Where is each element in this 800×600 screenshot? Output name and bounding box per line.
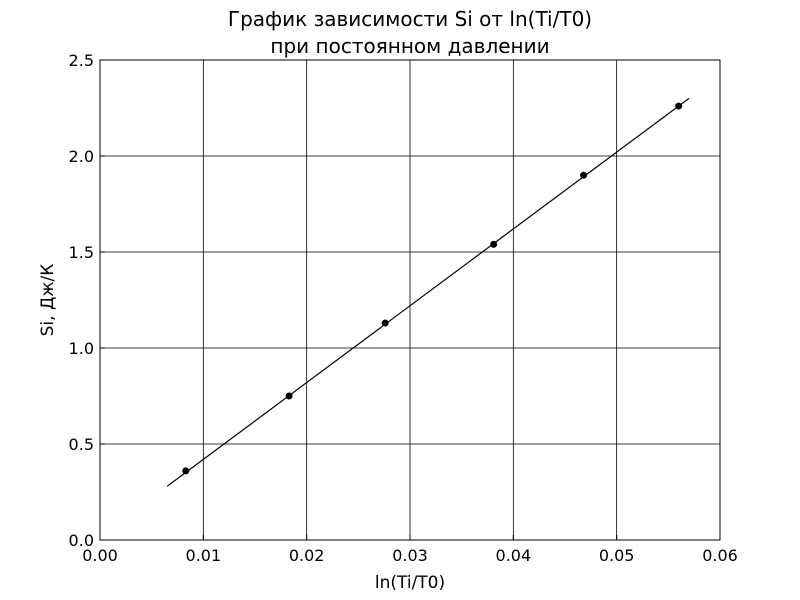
data-point: [285, 392, 293, 400]
x-tick-label: 0.02: [289, 546, 325, 565]
fit-line-layer: [166, 97, 690, 487]
y-axis-ticks: 0.0 0.5 1.0 1.5 2.0 2.5: [69, 51, 105, 550]
grid: [99, 59, 721, 541]
data-points: [182, 102, 683, 475]
y-tick-label: 0.5: [69, 435, 94, 454]
y-axis-label: Si, Дж/К: [38, 264, 58, 337]
chart-title-line-1: График зависимости Si от ln(Ti/T0): [228, 7, 592, 31]
data-point: [381, 319, 389, 327]
data-point: [675, 102, 683, 110]
data-point: [580, 171, 588, 179]
x-tick-label: 0.06: [702, 546, 738, 565]
fit-line: [166, 97, 690, 487]
y-tick-label: 2.5: [69, 51, 94, 70]
y-tick-label: 2.0: [69, 147, 94, 166]
x-tick-label: 0.00: [82, 546, 118, 565]
x-tick-label: 0.03: [392, 546, 428, 565]
x-axis-label: ln(Ti/T0): [375, 573, 445, 593]
x-axis-ticks: 0.00 0.01 0.02 0.03 0.04 0.05 0.06: [82, 535, 738, 565]
y-tick-label: 0.0: [69, 531, 94, 550]
data-point: [490, 240, 498, 248]
x-tick-label: 0.05: [599, 546, 635, 565]
x-tick-label: 0.01: [186, 546, 222, 565]
y-tick-label: 1.5: [69, 243, 94, 262]
x-tick-label: 0.04: [496, 546, 532, 565]
y-tick-label: 1.0: [69, 339, 94, 358]
data-point: [182, 467, 190, 475]
chart-title-line-2: при постоянном давлении: [270, 34, 549, 58]
